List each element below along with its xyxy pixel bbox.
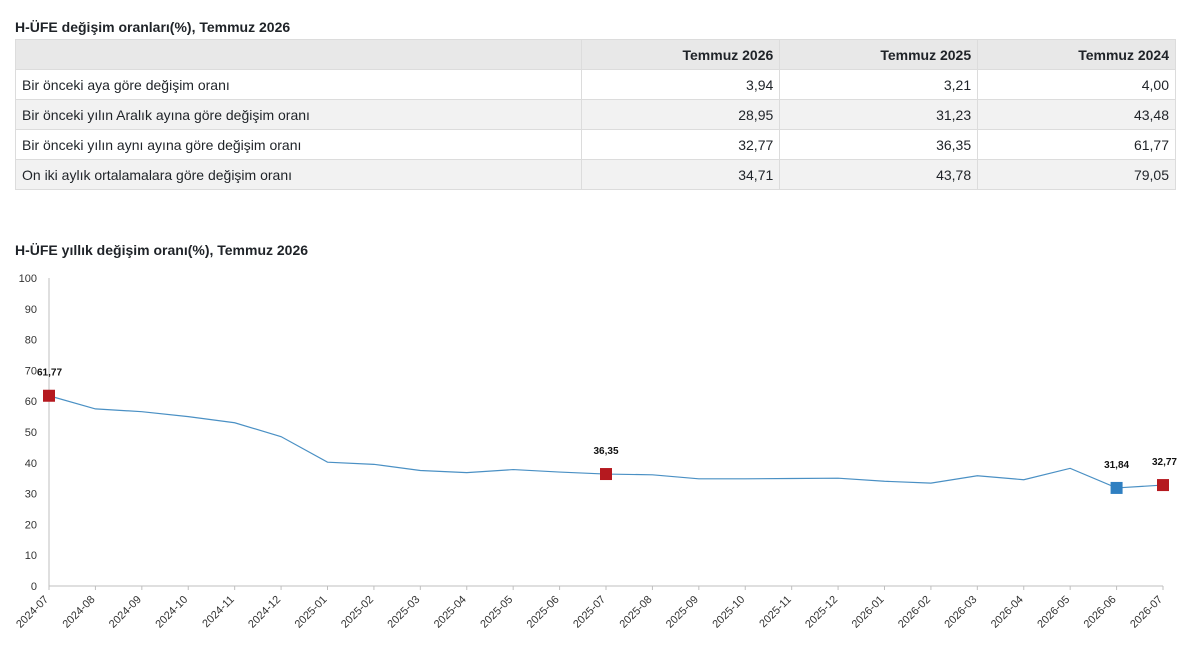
- x-tick-label: 2025-09: [664, 594, 701, 631]
- table-header-col-2: Temmuz 2025: [779, 39, 979, 70]
- table-row: On iki aylık ortalamalara göre değişim o…: [14, 159, 1176, 190]
- y-tick-label: 80: [25, 335, 37, 347]
- table-header-col-1: Temmuz 2026: [581, 39, 781, 70]
- y-tick-label: 20: [25, 519, 37, 531]
- y-tick-label: 30: [25, 489, 37, 501]
- row-label: Bir önceki yılın Aralık ayına göre değiş…: [14, 99, 583, 130]
- data-point-marker: [1110, 481, 1123, 494]
- x-tick-label: 2024-09: [107, 594, 144, 631]
- x-tick-label: 2024-10: [153, 594, 190, 631]
- row-value: 3,21: [779, 69, 979, 100]
- row-value: 34,71: [581, 159, 781, 190]
- x-tick-label: 2025-12: [803, 594, 840, 631]
- x-tick-label: 2025-02: [339, 594, 376, 631]
- x-tick-label: 2024-11: [200, 594, 236, 630]
- table-row: Bir önceki aya göre değişim oranı 3,94 3…: [14, 69, 1176, 100]
- x-tick-label: 2026-02: [896, 594, 933, 631]
- row-label: Bir önceki yılın aynı ayına göre değişim…: [14, 129, 583, 160]
- table-title: H-ÜFE değişim oranları(%), Temmuz 2026: [15, 19, 291, 35]
- x-tick-label: 2025-03: [385, 594, 422, 631]
- y-tick-label: 60: [25, 396, 37, 408]
- data-point-marker: [600, 468, 612, 481]
- table-row: Bir önceki yılın Aralık ayına göre değiş…: [14, 99, 1176, 130]
- x-tick-label: 2026-04: [989, 594, 1026, 631]
- table-header-col-3: Temmuz 2024: [977, 39, 1176, 70]
- x-tick-label: 2025-06: [525, 594, 562, 631]
- x-tick-label: 2026-01: [850, 594, 887, 631]
- x-tick-label: 2025-01: [293, 594, 330, 631]
- y-tick-label: 100: [19, 273, 37, 285]
- y-tick-label: 40: [25, 458, 37, 470]
- data-point-marker: [43, 389, 55, 402]
- x-tick-label: 2025-07: [571, 594, 608, 631]
- row-value: 4,00: [977, 69, 1176, 100]
- y-tick-label: 90: [25, 304, 37, 316]
- row-label: Bir önceki aya göre değişim oranı: [14, 69, 583, 100]
- table-row: Bir önceki yılın aynı ayına göre değişim…: [14, 129, 1176, 160]
- y-tick-label: 0: [31, 581, 37, 593]
- x-tick-label: 2026-03: [942, 594, 979, 631]
- data-point-marker: [1157, 479, 1169, 492]
- data-label: 32,77: [1152, 457, 1177, 468]
- x-tick-label: 2024-08: [61, 594, 98, 631]
- y-tick-label: 50: [25, 427, 37, 439]
- row-value: 28,95: [581, 99, 781, 130]
- row-value: 79,05: [977, 159, 1176, 190]
- x-tick-label: 2025-08: [618, 594, 655, 631]
- row-value: 31,23: [779, 99, 979, 130]
- y-tick-label: 70: [25, 365, 37, 377]
- row-value: 3,94: [581, 69, 781, 100]
- row-label: On iki aylık ortalamalara göre değişim o…: [14, 159, 583, 190]
- table-header-row: Temmuz 2026 Temmuz 2025 Temmuz 2024: [14, 39, 1176, 70]
- x-tick-label: 2025-10: [710, 594, 747, 631]
- x-tick-label: 2024-07: [14, 594, 51, 631]
- x-tick-label: 2025-11: [757, 594, 793, 630]
- x-tick-label: 2024-12: [246, 594, 283, 631]
- row-value: 43,48: [977, 99, 1176, 130]
- x-tick-label: 2025-05: [478, 594, 515, 631]
- chart-title: H-ÜFE yıllık değişim oranı(%), Temmuz 20…: [15, 242, 309, 258]
- row-value: 61,77: [977, 129, 1176, 160]
- row-value: 43,78: [779, 159, 979, 190]
- x-tick-label: 2026-06: [1082, 594, 1119, 631]
- x-tick-label: 2026-05: [1035, 594, 1072, 631]
- row-value: 36,35: [779, 129, 979, 160]
- table-header-label: [14, 39, 583, 70]
- data-label: 31,84: [1104, 460, 1129, 471]
- data-label: 36,35: [593, 446, 618, 457]
- data-label: 61,77: [37, 368, 62, 379]
- change-rates-table: Temmuz 2026 Temmuz 2025 Temmuz 2024 Bir …: [14, 39, 1176, 190]
- x-tick-label: 2026-07: [1128, 594, 1165, 631]
- y-tick-label: 10: [25, 550, 37, 562]
- x-tick-label: 2025-04: [432, 594, 469, 631]
- row-value: 32,77: [581, 129, 781, 160]
